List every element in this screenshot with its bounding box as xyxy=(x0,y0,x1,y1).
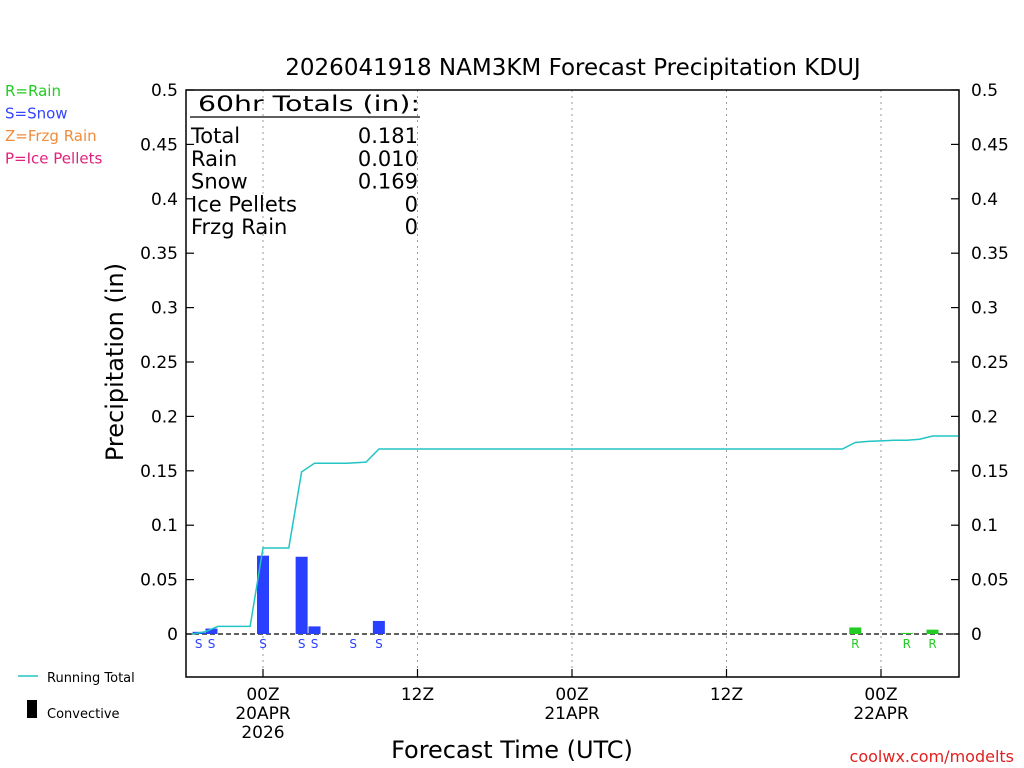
source-footer: coolwx.com/modelts xyxy=(850,747,1014,766)
totals-row-value: 0 xyxy=(405,192,418,216)
precip-type-label: S xyxy=(298,637,306,651)
legend-type-item: P=Ice Pellets xyxy=(5,150,102,168)
y-axis-title: Precipitation (in) xyxy=(101,263,129,461)
precip-type-legend: R=Rain S=Snow Z=Frzg Rain P=Ice Pellets xyxy=(5,82,102,168)
totals-row-label: Rain xyxy=(191,147,237,171)
totals-row-value: 0 xyxy=(405,215,418,239)
precip-type-label: S xyxy=(311,637,319,651)
chart-title: 2026041918 NAM3KM Forecast Precipitation… xyxy=(285,55,860,81)
x-tick-label: 12Z xyxy=(710,685,743,705)
precip-bar xyxy=(295,556,308,634)
y-tick-label-left: 0.2 xyxy=(151,407,178,427)
x-axis-title: Forecast Time (UTC) xyxy=(391,736,633,764)
legend-series-item: Running Total xyxy=(47,671,135,686)
totals-row-label: Ice Pellets xyxy=(191,192,297,216)
x-tick-label: 20APR xyxy=(235,704,291,724)
precip-bar xyxy=(849,627,862,634)
totals-row-label: Frzg Rain xyxy=(191,215,287,239)
precip-bar xyxy=(900,632,913,634)
x-tick-label: 21APR xyxy=(544,704,600,724)
chart-gridlines xyxy=(262,90,882,677)
y-tick-label-right: 0.25 xyxy=(971,353,1009,373)
totals-row-value: 0.181 xyxy=(358,124,418,148)
y-tick-label-left: 0.35 xyxy=(140,244,178,264)
y-tick-label-left: 0.4 xyxy=(151,190,178,210)
y-tick-label-right: 0.1 xyxy=(971,516,998,536)
legend-type-item: R=Rain xyxy=(5,82,61,100)
y-tick-label-right: 0.05 xyxy=(971,571,1009,591)
precip-bar xyxy=(205,628,218,634)
precip-type-label: S xyxy=(259,637,267,651)
y-tick-label-right: 0.15 xyxy=(971,462,1009,482)
y-tick-label-left: 0.05 xyxy=(140,571,178,591)
precip-type-label: R xyxy=(851,637,859,651)
y-tick-label-left: 0.25 xyxy=(140,353,178,373)
precip-bars xyxy=(192,555,939,634)
legend-series-item: Convective xyxy=(47,707,120,722)
x-tick-label: 22APR xyxy=(853,704,909,724)
totals-row-label: Snow xyxy=(191,170,248,194)
precip-bar xyxy=(372,620,385,634)
precip-type-label: S xyxy=(195,637,203,651)
y-tick-label-left: 0.5 xyxy=(151,81,178,101)
running-total-series xyxy=(192,435,959,635)
x-tick-label: 00Z xyxy=(246,685,279,705)
y-tick-label-right: 0.4 xyxy=(971,190,998,210)
totals-header: 60hr Totals (in): xyxy=(198,92,420,116)
precip-type-label: S xyxy=(375,637,383,651)
y-tick-label-right: 0.5 xyxy=(971,81,998,101)
legend-type-item: S=Snow xyxy=(5,105,68,123)
x-tick-label: 00Z xyxy=(555,685,588,705)
precip-type-label: S xyxy=(349,637,357,651)
x-tick-label: 2026 xyxy=(241,723,284,743)
y-tick-label-right: 0.35 xyxy=(971,244,1009,264)
precip-type-label: S xyxy=(208,637,216,651)
y-tick-label-right: 0 xyxy=(971,625,982,645)
totals-row-value: 0.169 xyxy=(358,170,418,194)
y-tick-label-left: 0.15 xyxy=(140,462,178,482)
y-tick-label-left: 0.1 xyxy=(151,516,178,536)
x-tick-label: 00Z xyxy=(864,685,897,705)
y-axis-right: 0 0.05 0.1 0.15 0.2 0.25 0.3 0.35 0.4 0.45 0.5 xyxy=(951,81,1009,645)
y-tick-label-right: 0.2 xyxy=(971,407,998,427)
y-tick-label-right: 0.3 xyxy=(971,299,998,319)
y-tick-label-left: 0.45 xyxy=(140,135,178,155)
precip-type-label: R xyxy=(903,637,911,651)
totals-row-value: 0.010 xyxy=(358,147,418,171)
y-tick-label-right: 0.45 xyxy=(971,135,1009,155)
series-legend: Running Total Convective xyxy=(18,671,135,722)
precip-bar xyxy=(926,629,939,634)
precip-bar xyxy=(308,626,321,634)
x-tick-label: 12Z xyxy=(401,685,434,705)
legend-bar-swatch xyxy=(27,700,37,718)
y-axis-left: 0 0.05 0.1 0.15 0.2 0.25 0.3 0.35 0.4 0.45 0.5 xyxy=(140,81,194,645)
legend-type-item: Z=Frzg Rain xyxy=(5,127,97,145)
y-tick-label-left: 0.3 xyxy=(151,299,178,319)
y-tick-label-left: 0 xyxy=(167,625,178,645)
running-total-line xyxy=(192,435,959,635)
precip-type-label: R xyxy=(928,637,936,651)
totals-box: 60hr Totals (in): Total 0.181 Rain 0.010 Sno… xyxy=(190,92,420,239)
precip-bar xyxy=(257,555,269,634)
totals-row-label: Total xyxy=(190,124,240,148)
